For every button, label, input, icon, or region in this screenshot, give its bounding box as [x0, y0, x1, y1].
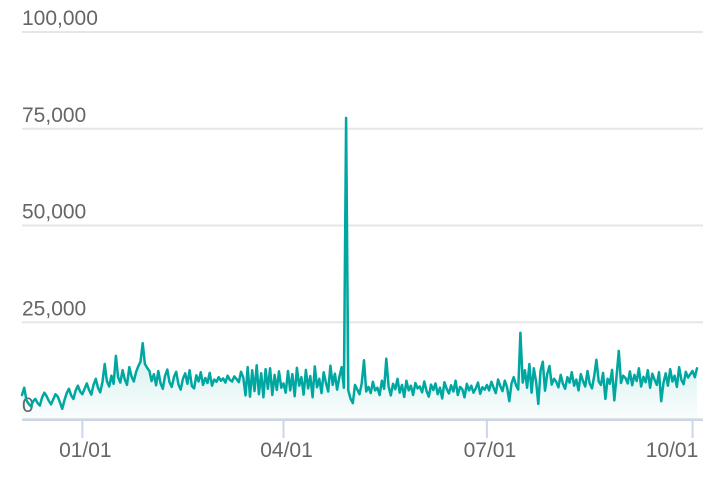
y-axis-label: 25,000 — [22, 297, 86, 320]
x-axis-label: 01/01 — [59, 439, 112, 462]
y-axis-label: 50,000 — [22, 201, 86, 224]
area-fill — [22, 117, 697, 420]
y-axis-label: 75,000 — [22, 104, 86, 127]
x-axis-label: 04/01 — [260, 439, 313, 462]
x-axis-label: 07/01 — [464, 439, 517, 462]
x-axis-label: 10/01 — [646, 439, 699, 462]
y-axis-label: 100,000 — [22, 7, 98, 30]
series-line — [20, 116, 699, 411]
